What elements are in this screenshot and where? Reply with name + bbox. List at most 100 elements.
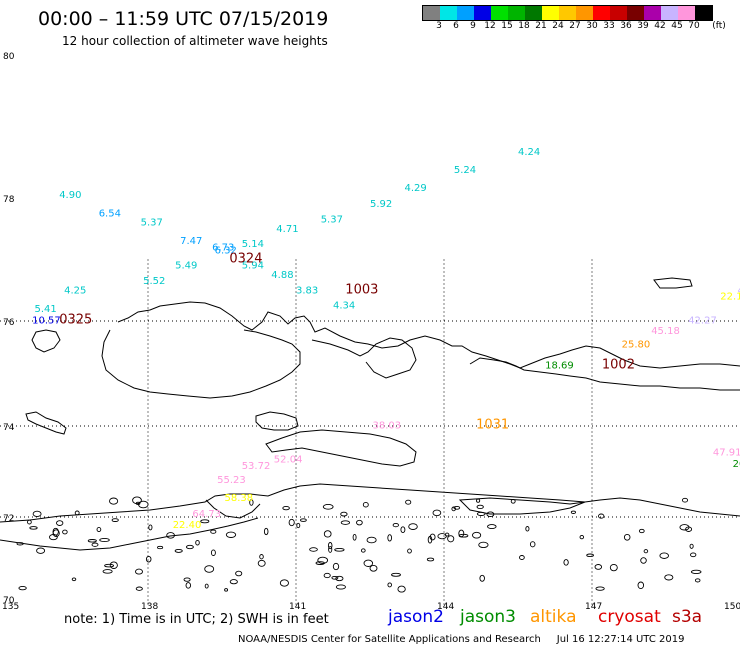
legend-label: 21 xyxy=(535,21,547,31)
lake-outline xyxy=(472,531,482,539)
y-tick-label: 80 xyxy=(3,52,15,62)
legend-swatch xyxy=(525,6,542,20)
y-tick-label: 74 xyxy=(3,423,15,433)
swh-value-label: 5.37 xyxy=(141,218,163,229)
legend-swatch xyxy=(491,6,508,20)
lake-outline xyxy=(204,565,215,573)
coastline-new-siberia xyxy=(101,329,301,399)
swh-value-label: 5.49 xyxy=(175,261,197,272)
swh-value-label: 22.18 xyxy=(720,292,740,303)
satellite-cryosat: cryosat xyxy=(598,607,661,627)
legend-label: 24 xyxy=(552,21,564,31)
legend-swatch xyxy=(661,6,678,20)
lake-outline xyxy=(363,559,374,567)
lake-outline xyxy=(453,505,461,510)
coastline-west-islet xyxy=(31,329,61,353)
swh-value-label: 18.69 xyxy=(545,360,574,371)
lake-outline xyxy=(478,541,489,549)
lake-outline xyxy=(664,574,674,581)
swh-value-label: 25.80 xyxy=(622,339,651,350)
lake-outline xyxy=(444,532,450,537)
lake-outline xyxy=(62,529,68,535)
page-subtitle: 12 hour collection of altimeter wave hei… xyxy=(62,34,328,48)
lake-outline xyxy=(225,531,237,538)
lake-outline xyxy=(391,572,401,577)
swh-value-label: 5.37 xyxy=(321,215,343,226)
legend-label: 39 xyxy=(637,21,649,31)
lake-outline xyxy=(519,555,525,560)
legend-swatch xyxy=(576,6,593,20)
legend-swatch xyxy=(678,6,695,20)
legend-label: 33 xyxy=(603,21,615,31)
lake-outline xyxy=(210,529,217,534)
swh-value-label: 5.14 xyxy=(242,239,264,250)
lake-outline xyxy=(32,510,42,518)
lake-outline xyxy=(27,519,32,525)
data-labels: 10.57 4.90 6.54 5.37 7.47 6.736.32 5.14 5.94 5.4… xyxy=(32,147,740,531)
lake-outline xyxy=(259,554,264,560)
lake-outline xyxy=(362,501,369,508)
legend-swatch xyxy=(593,6,610,20)
swh-value-label: 4.71 xyxy=(276,224,298,235)
legend-label: 27 xyxy=(569,21,581,31)
swh-value-label: 10.57 xyxy=(32,316,61,327)
lake-outline xyxy=(681,497,689,503)
lake-outline xyxy=(595,586,605,591)
legend-label: 9 xyxy=(470,21,476,31)
y-tick-label: 76 xyxy=(3,318,15,328)
footer-note: note: 1) Time is in UTC; 2) SWH is in fe… xyxy=(64,612,329,627)
lake-outline xyxy=(570,510,576,514)
legend-label: 42 xyxy=(654,21,666,31)
lake-outline xyxy=(609,563,618,572)
lake-outline xyxy=(210,549,216,556)
lake-outline xyxy=(426,557,435,562)
swh-value-label: 6.32 xyxy=(215,245,237,256)
satellite-jason3: jason3 xyxy=(460,607,516,627)
coastline-lyakhovsky-big xyxy=(255,411,299,431)
coastline-faddeyevsky xyxy=(311,337,417,379)
lake-outline xyxy=(429,533,436,541)
legend-swatch xyxy=(695,6,712,20)
lake-outline xyxy=(204,583,209,589)
swh-value-label: 64.73 xyxy=(192,509,221,520)
x-tick-label: 150 xyxy=(724,602,740,612)
x-tick-label: 144 xyxy=(437,602,454,612)
swh-value-label: 45.18 xyxy=(651,326,680,337)
lake-outline xyxy=(690,569,702,575)
lake-outline xyxy=(104,563,115,568)
swh-value-label: 22.40 xyxy=(173,520,202,531)
legend-swatch xyxy=(610,6,627,20)
lake-outline xyxy=(525,526,530,532)
lake-outline xyxy=(340,520,351,525)
lake-outline xyxy=(640,557,647,564)
lake-outline xyxy=(109,561,118,569)
lake-outline xyxy=(102,569,113,574)
swh-value-label: 52.04 xyxy=(274,454,303,465)
lake-outline xyxy=(157,545,164,550)
lake-outline xyxy=(282,505,290,511)
lake-outline xyxy=(235,570,243,577)
lake-outline xyxy=(579,534,585,540)
lake-outline xyxy=(447,535,455,543)
legend-swatch xyxy=(440,6,457,20)
legend-label: 6 xyxy=(453,21,459,31)
lake-outline xyxy=(451,506,456,512)
lake-outline xyxy=(598,513,605,519)
lake-outline xyxy=(135,586,143,591)
lake-outline xyxy=(405,499,412,505)
lake-outline xyxy=(476,498,481,503)
swh-value-label: 5.94 xyxy=(242,261,264,272)
coastline-lyakhovsky-small xyxy=(25,411,67,435)
lake-outline xyxy=(195,539,200,546)
lake-outline xyxy=(400,526,406,534)
lake-outline xyxy=(279,579,289,587)
lake-outline xyxy=(185,582,192,589)
coastline-stolbovoy xyxy=(265,429,417,467)
swh-value-label: 5.52 xyxy=(143,276,165,287)
legend-label: 70 xyxy=(688,21,700,31)
lake-outline xyxy=(166,532,175,539)
swh-value-label: 55.23 xyxy=(217,475,246,486)
lake-outline xyxy=(200,519,210,524)
legend-swatch xyxy=(474,6,491,20)
credit-line: NOAA/NESDIS Center for Satellite Applica… xyxy=(238,634,685,645)
